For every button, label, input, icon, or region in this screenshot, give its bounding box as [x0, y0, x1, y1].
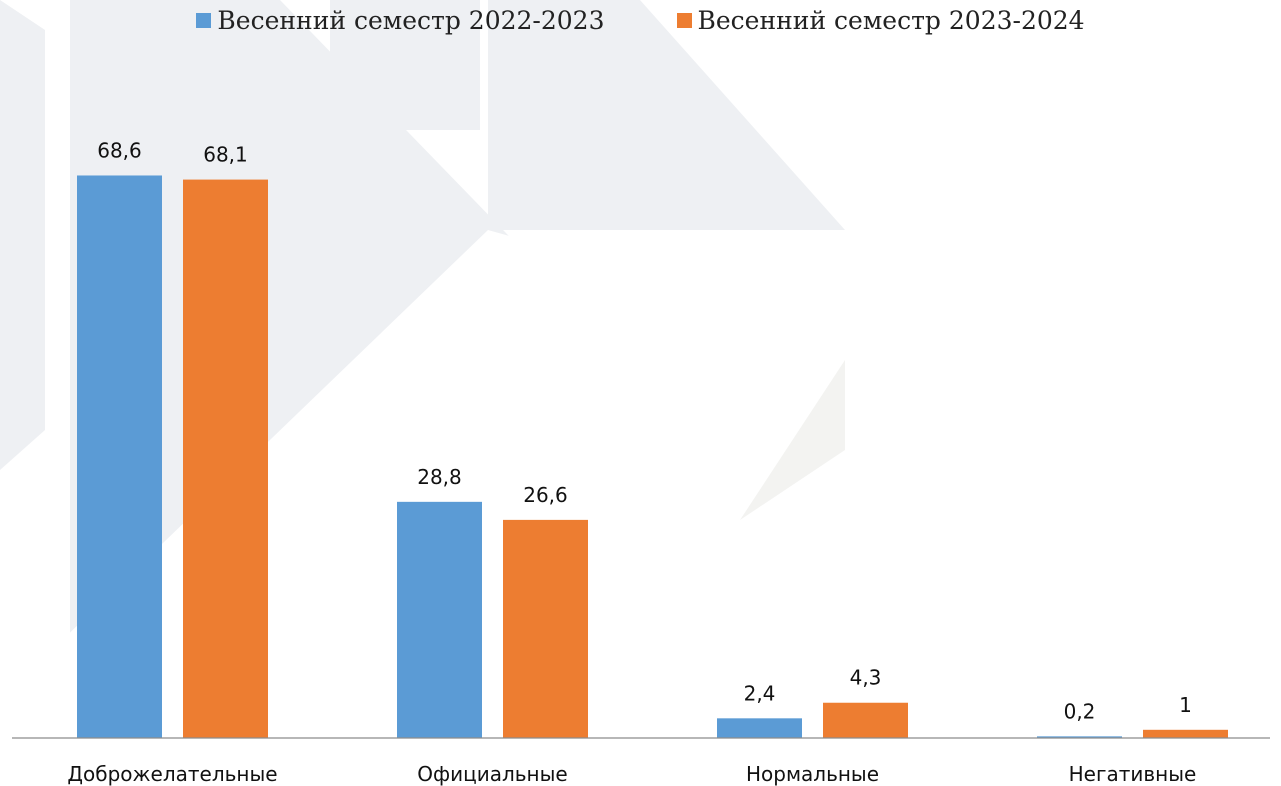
- data-label-1-4: 0,2: [1064, 699, 1096, 723]
- legend-item-series-1: Весенний семестр 2022-2023: [196, 6, 605, 35]
- bar-2-1: [183, 179, 268, 738]
- data-label-1-2: 28,8: [417, 465, 462, 489]
- data-label-1-3: 2,4: [744, 681, 776, 705]
- data-label-1-1: 68,6: [97, 138, 142, 162]
- bar-1-1: [77, 175, 162, 739]
- bar-1-3: [717, 718, 802, 738]
- data-label-2-4: 1: [1179, 693, 1192, 717]
- category-label-4: Негативные: [1069, 762, 1197, 786]
- data-label-2-3: 4,3: [850, 666, 882, 690]
- legend: Весенний семестр 2022-2023 Весенний семе…: [0, 6, 1281, 35]
- legend-swatch-series-2: [676, 13, 692, 28]
- bar-1-4: [1037, 736, 1122, 738]
- legend-label-series-1: Весенний семестр 2022-2023: [217, 6, 605, 35]
- category-label-2: Официальные: [417, 762, 567, 786]
- data-label-2-2: 26,6: [523, 483, 568, 507]
- category-label-3: Нормальные: [746, 762, 879, 786]
- bar-2-4: [1143, 729, 1228, 738]
- legend-swatch-series-1: [196, 13, 212, 28]
- category-label-1: Доброжелательные: [67, 762, 277, 786]
- legend-label-series-2: Весенний семестр 2023-2024: [697, 6, 1085, 35]
- legend-item-series-2: Весенний семестр 2023-2024: [676, 6, 1085, 35]
- bar-2-3: [823, 702, 908, 738]
- bar-1-2: [397, 501, 482, 738]
- bar-2-2: [503, 519, 588, 738]
- data-label-2-1: 68,1: [203, 143, 248, 167]
